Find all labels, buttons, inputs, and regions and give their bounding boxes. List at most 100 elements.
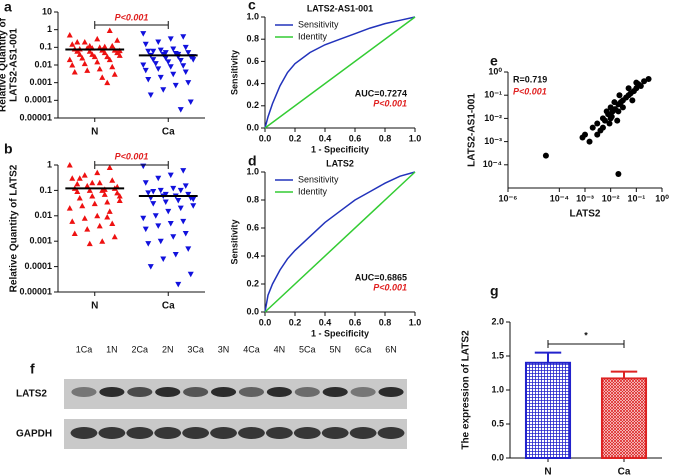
x-tick-label: 0.4 (319, 317, 332, 327)
data-point (96, 222, 103, 229)
x-tick-label: 0.2 (289, 317, 302, 327)
data-point (155, 39, 162, 46)
data-point (172, 82, 179, 89)
data-point (579, 134, 586, 141)
data-point (160, 87, 167, 93)
data-point (109, 42, 116, 49)
data-point (101, 49, 108, 56)
x-tick-label: 0.8 (379, 317, 392, 327)
data-point (616, 92, 623, 99)
data-point (94, 169, 101, 176)
data-point (182, 69, 189, 76)
data-point (81, 215, 88, 221)
line-series (264, 16, 416, 129)
data-point (114, 189, 121, 196)
y-tick-label: 0.6 (246, 222, 259, 232)
data-point (96, 44, 103, 50)
data-point (109, 220, 116, 226)
data-point (182, 231, 189, 237)
y-tick-label: 0.0001 (24, 95, 52, 105)
x-tick-label: 0.0 (259, 317, 272, 327)
y-tick-label: 1.0 (246, 11, 259, 21)
data-point (81, 60, 88, 67)
data-point (86, 240, 93, 247)
data-point (162, 191, 169, 198)
x-tick-label: 10⁰ (655, 193, 669, 203)
data-point (76, 195, 83, 201)
data-point (145, 77, 152, 83)
data-point (106, 164, 113, 170)
band (127, 387, 153, 397)
band (183, 387, 209, 397)
y-tick-label: 0.8 (246, 34, 259, 44)
y-axis-title: Sensitivity (229, 219, 239, 264)
data-point (71, 230, 78, 237)
data-point (185, 50, 192, 56)
x-tick-label: N (91, 301, 98, 312)
data-point (104, 213, 111, 220)
data-point (76, 175, 83, 181)
data-point (150, 57, 157, 63)
data-point (106, 208, 113, 214)
data-point (155, 223, 162, 229)
band (210, 387, 237, 397)
x-tick-label: 10⁻¹ (627, 193, 645, 203)
y-axis-title: The expression of LATS2 (461, 330, 472, 450)
data-point (187, 271, 194, 278)
data-point (614, 117, 621, 124)
band (378, 387, 404, 397)
data-point (74, 39, 81, 45)
data-point (637, 82, 644, 89)
band (350, 387, 376, 397)
data-point (162, 55, 169, 61)
y-tick-label: 0.0 (246, 306, 259, 316)
lane-label: 1N (106, 344, 118, 354)
y-tick-label: 1 (47, 159, 52, 169)
x-tick-label: N (544, 467, 551, 476)
y-tick-label: 0.2 (246, 100, 259, 110)
y-axis-title: Relative Quantity of (0, 17, 9, 112)
y-tick-label: 10⁻² (484, 113, 502, 123)
data-point (150, 189, 157, 195)
x-tick-label: Ca (618, 467, 631, 476)
annotation: P<0.001 (373, 98, 407, 108)
data-point (185, 246, 192, 252)
data-point (177, 107, 184, 113)
data-point (66, 31, 73, 38)
band (294, 387, 320, 397)
x-tick-label: Ca (162, 301, 175, 312)
data-point (615, 171, 622, 178)
band (321, 427, 349, 439)
y-tick-label: 1.5 (491, 350, 504, 360)
data-point (603, 108, 610, 115)
y-tick-label: 1.0 (491, 384, 504, 394)
band (99, 387, 125, 397)
data-point (165, 208, 172, 215)
y-tick-label: 0.2 (246, 278, 259, 288)
data-point (109, 177, 116, 183)
data-point (145, 48, 152, 55)
data-point (66, 205, 73, 211)
data-point (104, 53, 111, 60)
data-point (145, 241, 152, 247)
data-point (170, 234, 177, 240)
y-tick-label: 10⁻¹ (484, 90, 502, 100)
annotation: P<0.001 (115, 151, 149, 161)
data-point (177, 57, 184, 64)
x-tick-label: 0.2 (289, 133, 302, 143)
data-point (96, 65, 103, 72)
data-point (175, 198, 182, 204)
annotation: * (584, 330, 588, 340)
data-point (177, 187, 184, 194)
x-tick-label: 0.6 (349, 133, 362, 143)
data-point (185, 80, 192, 86)
y-tick-label: 0.00001 (19, 286, 52, 296)
annotation: P<0.001 (513, 86, 547, 96)
bar (600, 377, 648, 459)
data-point (150, 201, 157, 207)
data-point (615, 108, 622, 115)
data-point (157, 74, 164, 81)
data-point (147, 92, 154, 99)
y-tick-label: 0.001 (29, 77, 52, 87)
